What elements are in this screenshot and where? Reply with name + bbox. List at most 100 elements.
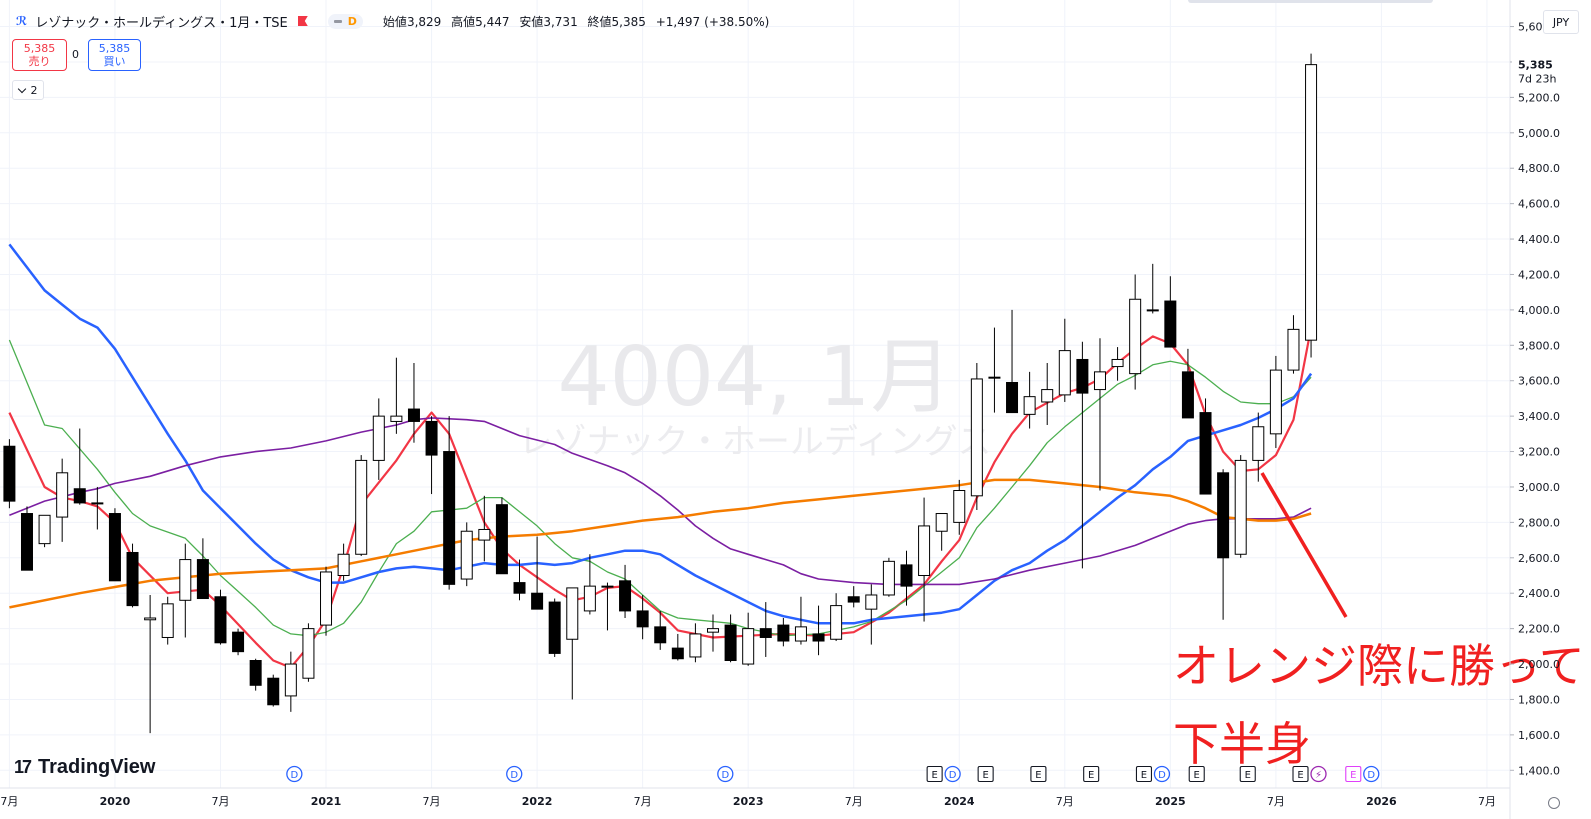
symbol-title[interactable]: レゾナック・ホールディングス・1月・TSE [35, 15, 288, 31]
earnings-event-icon[interactable] [1239, 765, 1256, 783]
candle-body[interactable] [988, 376, 1001, 379]
candle-body[interactable] [460, 530, 473, 580]
candle-body[interactable] [970, 378, 983, 497]
candle-body[interactable] [794, 626, 807, 642]
earnings-event-icon[interactable] [1083, 765, 1100, 783]
candle-body[interactable] [1164, 300, 1177, 348]
candle-body[interactable] [1041, 389, 1054, 403]
dividend-event-icon[interactable] [286, 765, 303, 783]
top-drag-handle[interactable] [1188, 0, 1433, 3]
candle-body[interactable] [742, 628, 755, 665]
candle-body[interactable] [619, 580, 632, 612]
candle-body[interactable] [531, 592, 544, 610]
settings-gear-icon[interactable] [1548, 797, 1560, 809]
candle-body[interactable] [865, 594, 878, 610]
candle-body[interactable] [214, 596, 227, 644]
candle-body[interactable] [1146, 309, 1159, 312]
candle-body[interactable] [38, 514, 51, 545]
candle-body[interactable] [108, 513, 121, 582]
candle-body[interactable] [232, 631, 245, 653]
candle-body[interactable] [918, 525, 931, 577]
candle-body[interactable] [1076, 358, 1089, 394]
candle-body[interactable] [1093, 371, 1106, 391]
candle-body[interactable] [900, 564, 913, 587]
indicators-collapse-button[interactable]: 2 [12, 80, 44, 100]
earnings-event-icon[interactable] [1345, 765, 1362, 783]
candle-body[interactable] [337, 553, 350, 577]
candle-body[interactable] [777, 624, 790, 642]
candle-body[interactable] [478, 528, 491, 541]
buy-button[interactable]: 5,385 買い [88, 39, 141, 71]
split-event-icon[interactable] [1310, 765, 1327, 783]
candle-body[interactable] [179, 559, 192, 601]
candle-body[interactable] [654, 626, 667, 644]
candle-body[interactable] [636, 610, 649, 628]
candle-body[interactable] [601, 585, 614, 588]
candle-body[interactable] [56, 472, 69, 518]
candle-body[interactable] [3, 445, 16, 502]
candle-body[interactable] [372, 415, 385, 461]
candle-body[interactable] [935, 513, 948, 532]
candle-body[interactable] [267, 677, 280, 706]
candle-body[interactable] [284, 663, 297, 697]
candle-body[interactable] [1287, 328, 1300, 371]
candle-body[interactable] [548, 601, 561, 654]
earnings-event-icon[interactable] [926, 765, 943, 783]
candle-body[interactable] [882, 560, 895, 596]
candle-body[interactable] [249, 660, 262, 686]
candle-body[interactable] [707, 628, 719, 633]
candle-body[interactable] [513, 582, 526, 594]
earnings-event-icon[interactable] [1292, 765, 1309, 783]
candle-body[interactable] [425, 420, 438, 456]
candle-body[interactable] [1269, 369, 1282, 435]
dividend-event-icon[interactable] [1363, 765, 1380, 783]
tradingview-logo[interactable]: 17 TradingView [14, 756, 155, 779]
candle-body[interactable] [1023, 396, 1036, 415]
earnings-event-icon[interactable] [1135, 765, 1153, 783]
candle-body[interactable] [320, 571, 333, 626]
dividend-event-icon[interactable] [1153, 765, 1171, 783]
earnings-event-icon[interactable] [1188, 765, 1205, 783]
currency-button[interactable]: JPY [1543, 10, 1579, 34]
candle-body[interactable] [759, 628, 772, 638]
candle-body[interactable] [1217, 472, 1230, 559]
candle-body[interactable] [566, 587, 579, 640]
candle-body[interactable] [812, 633, 825, 642]
candle-body[interactable] [1234, 459, 1247, 555]
candle-body[interactable] [495, 504, 508, 575]
candle-body[interactable] [724, 624, 737, 662]
candle-body[interactable] [1305, 64, 1318, 341]
candle-body[interactable] [91, 502, 104, 505]
candle-body[interactable] [1199, 412, 1212, 495]
candle-body[interactable] [583, 585, 596, 612]
candle-body[interactable] [390, 415, 403, 422]
candle-body[interactable] [196, 559, 209, 600]
candle-body[interactable] [1058, 350, 1071, 396]
candle-body[interactable] [953, 490, 966, 523]
candle-body[interactable] [20, 513, 33, 571]
candle-body[interactable] [302, 628, 315, 679]
candle-body[interactable] [355, 459, 368, 555]
sell-button[interactable]: 5,385 売り [12, 39, 67, 71]
candle-body[interactable] [1129, 298, 1142, 375]
candle-body[interactable] [830, 605, 843, 640]
candle-body[interactable] [443, 451, 456, 585]
dividend-event-icon[interactable] [717, 765, 734, 783]
dividend-event-icon[interactable] [506, 765, 523, 783]
earnings-event-icon[interactable] [1030, 765, 1047, 783]
candle-body[interactable] [1111, 358, 1124, 368]
candle-body[interactable] [1006, 381, 1019, 414]
flag-icon[interactable] [297, 16, 308, 26]
candle-body[interactable] [689, 633, 702, 658]
candle-body[interactable] [1252, 426, 1265, 461]
candle-body[interactable] [671, 647, 684, 660]
candle-body[interactable] [73, 488, 86, 504]
candle-body[interactable] [407, 408, 420, 422]
candle-body[interactable] [144, 617, 157, 621]
candle-body[interactable] [847, 596, 860, 603]
candle-body[interactable] [161, 603, 174, 638]
earnings-event-icon[interactable] [977, 765, 994, 783]
market-status-pill[interactable]: D [327, 13, 363, 29]
dividend-event-icon[interactable] [944, 765, 961, 783]
